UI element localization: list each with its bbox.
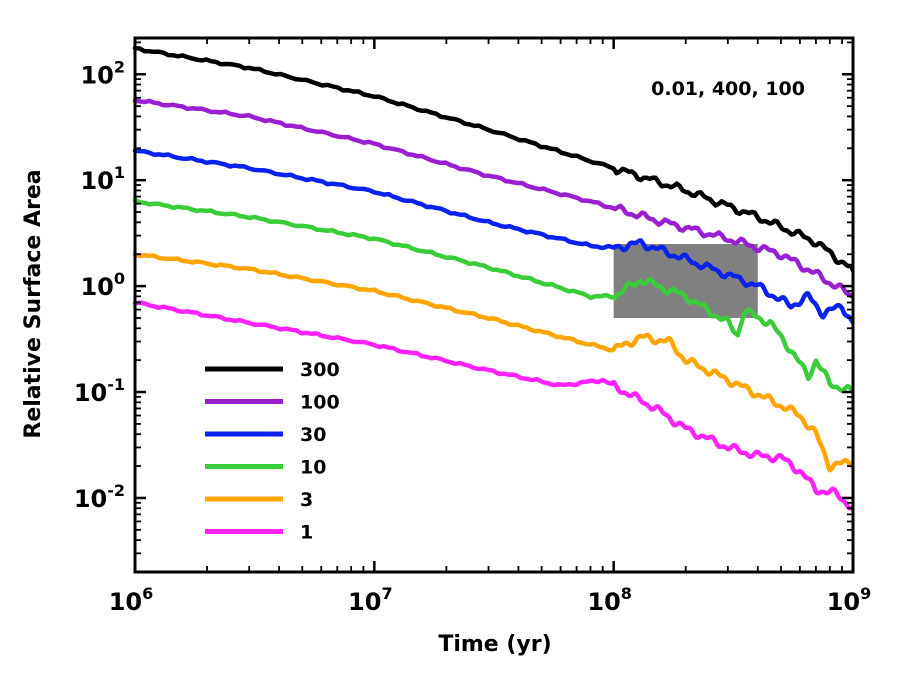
y-tick-label: 10-2 [74,481,125,513]
y-tick-label: 102 [80,57,125,89]
top-mask [0,0,900,38]
plot-frame [133,36,855,574]
x-tick-label: 107 [348,584,393,616]
y-tick-label: 10-1 [74,375,125,407]
legend-label-10: 10 [300,457,326,479]
x-tick-label: 109 [827,584,872,616]
series-line-1 [132,300,856,511]
series-line-10 [132,197,856,395]
legend-label-30: 30 [300,424,326,446]
x-tick-label: 108 [587,584,632,616]
legend-label-3: 3 [300,489,313,511]
x-axis-title: Time (yr) [438,632,551,657]
series-line-300 [132,45,856,273]
legend-label-1: 1 [300,522,313,544]
series-line-100 [132,98,856,299]
legend-label-100: 100 [300,392,340,414]
legend: 300 100 30 10 3 1 [205,359,340,544]
legend-label-300: 300 [300,359,340,381]
y-tick-label: 101 [80,163,125,195]
x-tick-label: 106 [109,584,154,616]
series-line-30 [132,148,856,326]
annotation-text: 0.01, 400, 100 [651,78,805,100]
y-axis-title: Relative Surface Area [21,169,46,438]
y-tick-label: 100 [80,269,125,301]
series-line-3 [132,252,856,473]
right-mask [853,0,900,675]
